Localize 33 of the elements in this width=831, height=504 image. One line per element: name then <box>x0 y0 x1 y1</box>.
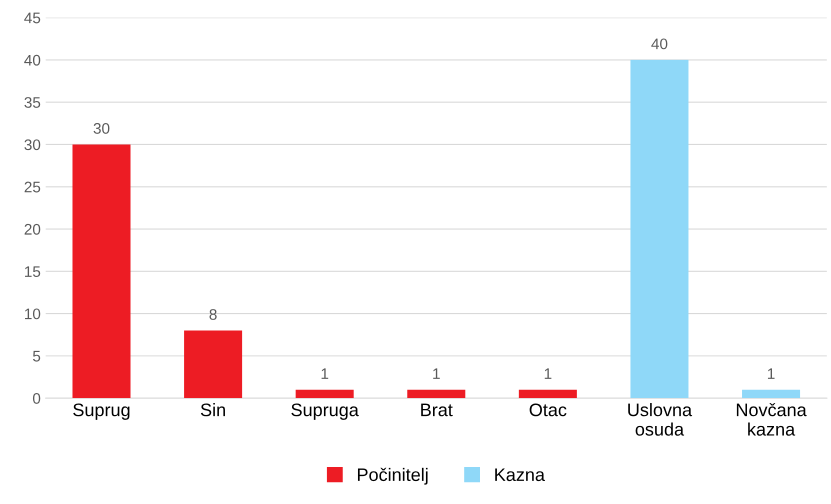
x-tick-label: Suprug <box>73 404 130 420</box>
data-label: 1 <box>768 368 775 379</box>
data-label: 30 <box>94 123 110 134</box>
y-tick-label: 0 <box>32 393 40 404</box>
bar <box>296 390 354 398</box>
y-tick-label: 10 <box>25 308 40 320</box>
x-tick-label: Uslovna osuda <box>628 403 692 436</box>
bar <box>630 60 688 398</box>
data-label: 40 <box>651 38 668 50</box>
data-label: 1 <box>544 368 552 379</box>
bar <box>184 330 242 398</box>
y-tick-label: 45 <box>24 12 40 24</box>
y-tick-label: 5 <box>32 350 40 362</box>
x-tick-label: Otac <box>530 404 566 416</box>
legend-label: Počinitelj <box>358 468 428 485</box>
data-label: 1 <box>433 368 440 379</box>
x-tick-label: Novčana kazna <box>736 402 807 436</box>
y-tick-label: 20 <box>24 224 40 235</box>
bar <box>72 144 131 398</box>
x-tick-label: Supruga <box>291 404 359 420</box>
x-tick-label: Brat <box>421 404 453 416</box>
x-tick-label: Sin <box>200 403 225 416</box>
y-tick-label: 40 <box>24 54 40 66</box>
bar <box>742 390 800 398</box>
y-tick-label: 35 <box>24 97 40 108</box>
bar <box>407 390 466 398</box>
y-tick-label: 25 <box>24 182 40 192</box>
bar <box>518 390 577 398</box>
data-label: 1 <box>322 368 328 379</box>
data-label: 8 <box>210 309 217 320</box>
y-tick-label: 15 <box>25 266 40 278</box>
y-tick-label: 30 <box>24 139 40 150</box>
legend-label: Kazna <box>495 468 545 482</box>
